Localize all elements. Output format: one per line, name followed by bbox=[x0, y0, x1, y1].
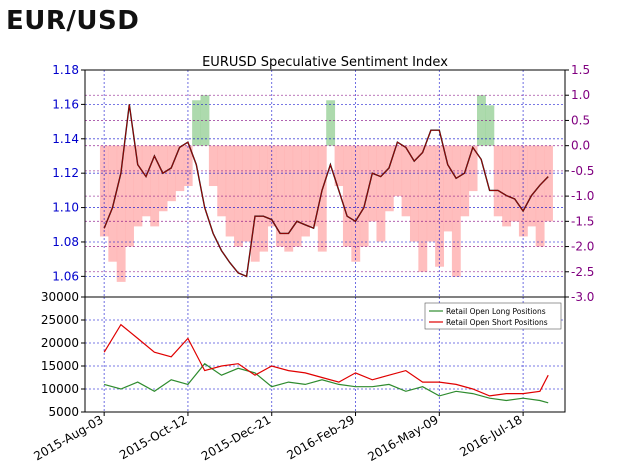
y-tick-label-right: 1.5 bbox=[571, 63, 590, 77]
sentiment-bar bbox=[460, 145, 470, 217]
sentiment-bar bbox=[368, 145, 377, 222]
sentiment-bar bbox=[334, 145, 344, 187]
sentiment-bar bbox=[259, 145, 269, 252]
sentiment-bar bbox=[468, 145, 478, 192]
y-tick-label: 25000 bbox=[41, 313, 79, 327]
sentiment-bar bbox=[544, 145, 553, 222]
sentiment-bar bbox=[192, 100, 202, 146]
sentiment-bar bbox=[493, 145, 503, 217]
sentiment-bar bbox=[342, 145, 352, 247]
sentiment-bar bbox=[384, 145, 394, 212]
sentiment-bar bbox=[183, 145, 193, 187]
sentiment-bar bbox=[443, 145, 453, 232]
sentiment-bar bbox=[208, 145, 218, 187]
sentiment-bar bbox=[150, 145, 160, 227]
plot-frame bbox=[84, 296, 566, 413]
x-tick-label: 2015-Oct-12 bbox=[117, 412, 189, 462]
sentiment-bar bbox=[225, 145, 235, 237]
legend-box bbox=[424, 302, 562, 330]
sentiment-bar bbox=[409, 145, 419, 242]
price-line-highlight bbox=[103, 104, 549, 277]
sentiment-bar bbox=[426, 145, 436, 242]
sentiment-bar bbox=[250, 145, 260, 262]
legend-label: Retail Open Short Positions bbox=[446, 318, 548, 327]
sentiment-bar bbox=[284, 145, 294, 252]
y-tick-label-right: -2.5 bbox=[571, 265, 594, 279]
y-tick-label-right: 0.5 bbox=[571, 113, 590, 127]
y-tick-label-right: -1.0 bbox=[571, 189, 594, 203]
y-tick-label: 15000 bbox=[41, 359, 79, 373]
sentiment-bar bbox=[535, 145, 545, 247]
y-tick-label-left: 1.08 bbox=[52, 235, 79, 249]
sentiment-bar bbox=[242, 145, 252, 242]
sentiment-bar bbox=[200, 95, 210, 146]
page-title: EUR/USD bbox=[6, 6, 140, 36]
chart-title: EURUSD Speculative Sentiment Index bbox=[202, 55, 448, 70]
y-tick-label: 20000 bbox=[41, 336, 79, 350]
sentiment-bar bbox=[133, 145, 143, 227]
y-tick-label-left: 1.12 bbox=[52, 166, 79, 180]
sentiment-bar bbox=[166, 145, 176, 202]
y-tick-label-right: -0.5 bbox=[571, 164, 594, 178]
x-tick-label: 2015-Aug-03 bbox=[31, 412, 105, 463]
y-tick-label: 5000 bbox=[48, 405, 79, 419]
sentiment-bar bbox=[510, 145, 520, 222]
x-tick-label: 2016-Jul-18 bbox=[457, 412, 524, 459]
sentiment-bar bbox=[317, 145, 327, 252]
short-positions-line bbox=[103, 323, 549, 397]
sentiment-bar bbox=[376, 145, 386, 242]
y-tick-label-right: -2.0 bbox=[571, 240, 594, 254]
y-tick-label-left: 1.14 bbox=[52, 132, 79, 146]
y-tick-label-right: -1.5 bbox=[571, 214, 594, 228]
y-tick-label-left: 1.10 bbox=[52, 201, 79, 215]
sentiment-bar bbox=[359, 145, 369, 247]
legend-label: Retail Open Long Positions bbox=[446, 307, 546, 316]
sentiment-bar bbox=[217, 145, 227, 217]
legend: Retail Open Long Positions Retail Open Sh… bbox=[424, 302, 562, 330]
y-tick-label-right: 1.0 bbox=[571, 88, 590, 102]
sentiment-bar bbox=[116, 145, 126, 282]
sentiment-bar bbox=[401, 145, 411, 217]
x-tick-label: 2016-Feb-29 bbox=[284, 412, 357, 462]
y-tick-label-right: -3.0 bbox=[571, 290, 594, 304]
y-tick-label-right: 0.0 bbox=[571, 139, 590, 153]
sentiment-bar bbox=[485, 105, 495, 146]
y-tick-label-left: 1.16 bbox=[52, 97, 79, 111]
y-tick-label: 30000 bbox=[41, 290, 79, 304]
x-tick-label: 2015-Dec-21 bbox=[199, 412, 273, 463]
sentiment-bar bbox=[418, 145, 428, 272]
sentiment-bar bbox=[309, 145, 319, 227]
sentiment-bar bbox=[502, 145, 512, 227]
sentiment-bar bbox=[158, 145, 168, 212]
long-positions-line bbox=[104, 362, 549, 404]
sentiment-bar bbox=[451, 145, 461, 277]
sentiment-bar bbox=[175, 145, 185, 192]
sentiment-bar bbox=[275, 145, 285, 247]
x-tick-label: 2016-May-09 bbox=[365, 412, 440, 464]
y-tick-label: 10000 bbox=[41, 382, 79, 396]
sentiment-bar bbox=[527, 145, 537, 227]
sentiment-bar bbox=[326, 100, 336, 146]
y-tick-label-left: 1.18 bbox=[52, 63, 79, 77]
sentiment-bar bbox=[301, 145, 310, 237]
sentiment-panel: 1.18 1.16 1.14 1.12 1.10 1.08 1.06 1.5 1.0 0.5 0.0… bbox=[52, 63, 594, 304]
sentiment-bar bbox=[141, 145, 151, 217]
y-tick-label-left: 1.06 bbox=[52, 269, 79, 283]
